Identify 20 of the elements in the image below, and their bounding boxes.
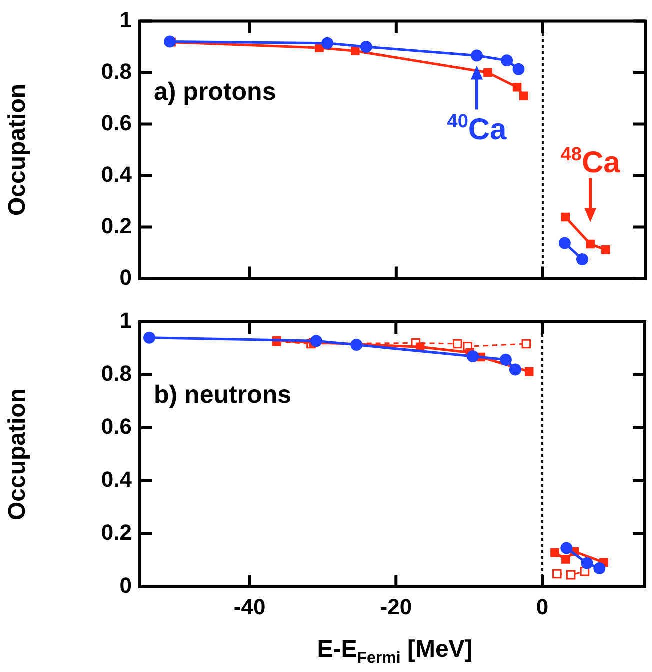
y-tick-label: 0.4	[101, 467, 133, 492]
annotation: a) protons	[154, 78, 276, 106]
y-axis-title: Occupation	[4, 388, 32, 521]
y-tick-label: 1	[120, 7, 132, 32]
y-tick-label: 0.8	[101, 361, 132, 386]
x-tick-label: -20	[380, 594, 412, 620]
x-tick-label: -40	[234, 594, 266, 620]
y-tick-label: 0.2	[101, 213, 132, 238]
y-tick-label: 0.6	[101, 110, 132, 136]
y-tick-label: 0.8	[101, 58, 132, 84]
y-tick-label: 1	[120, 308, 132, 334]
y-tick-label: 0	[120, 573, 132, 598]
y-tick-label: 0.4	[101, 162, 133, 187]
annotation: b) neutrons	[154, 381, 292, 410]
y-tick-label: 0.6	[101, 414, 132, 440]
y-axis-title: Occupation	[4, 84, 32, 216]
y-tick-label: 0.2	[101, 520, 132, 546]
y-tick-label: 0	[120, 264, 132, 290]
x-axis-title: E-E$_{Fermi}$ [MeV]	[316, 636, 474, 668]
x-tick-label: 0	[536, 594, 549, 620]
